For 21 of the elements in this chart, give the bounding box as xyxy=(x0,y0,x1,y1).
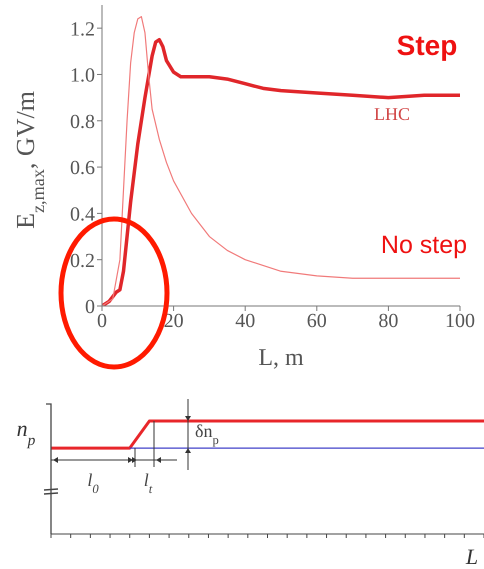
x-tick-label: 20 xyxy=(164,310,184,332)
annotation: l$_{t}$ xyxy=(144,470,153,496)
annotation: l$_{0}$ xyxy=(87,470,100,496)
y-tick-label: 1.0 xyxy=(70,64,95,87)
y-tick-label: 1.2 xyxy=(70,18,95,40)
x-axis-title: L, m xyxy=(258,345,304,371)
x-tick-label: 40 xyxy=(235,310,256,332)
y-axis-title: n$_{p}$ xyxy=(16,416,36,448)
series-label: Step xyxy=(396,30,458,61)
x-tick-label: 60 xyxy=(306,310,327,332)
y-tick-label: 0.6 xyxy=(70,157,95,180)
annotation: LHC xyxy=(374,104,410,124)
x-tick-label: 100 xyxy=(445,310,475,332)
x-tick-label: 80 xyxy=(378,310,398,332)
y-tick-label: 0 xyxy=(85,296,95,318)
series-label: No step xyxy=(380,231,468,259)
x-axis-title: L xyxy=(464,544,478,569)
y-tick-label: 0.4 xyxy=(70,203,95,226)
y-tick-label: 0.8 xyxy=(70,110,95,133)
y-tick-label: 0.2 xyxy=(70,250,95,272)
annotation: δn$_{p}$ xyxy=(195,421,219,447)
